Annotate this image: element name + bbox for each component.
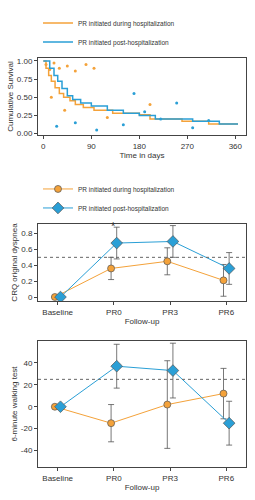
svg-text:6-minute walking test: 6-minute walking test xyxy=(10,366,19,442)
svg-text:0: 0 xyxy=(28,403,33,412)
svg-text:Time in days: Time in days xyxy=(119,151,164,160)
svg-text:-20: -20 xyxy=(21,424,33,433)
svg-text:40: 40 xyxy=(23,359,32,368)
svg-text:180: 180 xyxy=(133,142,147,151)
svg-text:0.50: 0.50 xyxy=(17,93,33,102)
svg-text:0.75: 0.75 xyxy=(17,75,33,84)
svg-text:90: 90 xyxy=(87,142,96,151)
svg-text:0.2: 0.2 xyxy=(21,277,33,286)
svg-text:0.8: 0.8 xyxy=(21,229,33,238)
svg-text:270: 270 xyxy=(181,142,195,151)
svg-text:*: * xyxy=(111,220,116,232)
svg-text:0.6: 0.6 xyxy=(21,245,33,254)
svg-text:Follow-up: Follow-up xyxy=(125,317,160,326)
svg-text:20: 20 xyxy=(23,381,32,390)
svg-text:0.25: 0.25 xyxy=(17,111,33,120)
svg-text:PR initiated post-hospitalizat: PR initiated post-hospitalization xyxy=(78,204,169,212)
svg-text:PR initiated during hospitaliz: PR initiated during hospitalization xyxy=(78,185,174,193)
svg-text:0: 0 xyxy=(41,142,46,151)
svg-text:PR initiated during hospitaliz: PR initiated during hospitalization xyxy=(78,19,174,27)
svg-text:PR initiated post-hospitalizat: PR initiated post-hospitalization xyxy=(78,38,169,46)
svg-text:PR6: PR6 xyxy=(219,308,235,317)
svg-text:360: 360 xyxy=(229,142,243,151)
svg-text:PR3: PR3 xyxy=(162,474,178,483)
svg-text:Baseline: Baseline xyxy=(42,474,73,483)
svg-text:PR0: PR0 xyxy=(106,474,122,483)
svg-text:Baseline: Baseline xyxy=(42,308,73,317)
svg-text:0: 0 xyxy=(28,293,33,302)
svg-text:PR6: PR6 xyxy=(219,474,235,483)
svg-text:1.00: 1.00 xyxy=(17,57,33,66)
svg-text:CRQ original dyspnea: CRQ original dyspnea xyxy=(10,223,19,302)
svg-text:0.4: 0.4 xyxy=(21,261,33,270)
svg-text:-40: -40 xyxy=(21,446,33,455)
svg-text:Follow-up: Follow-up xyxy=(125,483,160,492)
svg-text:Cumulative Survival: Cumulative Survival xyxy=(6,61,15,132)
svg-text:0.00: 0.00 xyxy=(17,129,33,138)
svg-text:PR3: PR3 xyxy=(162,308,178,317)
svg-text:PR0: PR0 xyxy=(106,308,122,317)
